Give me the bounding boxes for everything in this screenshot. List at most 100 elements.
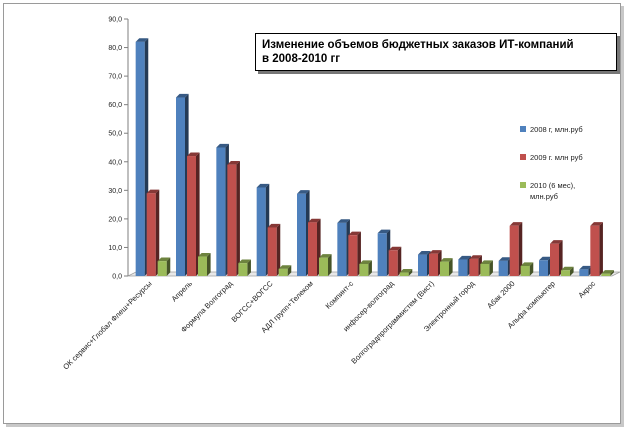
bar-front [458, 259, 468, 276]
bar-top [550, 240, 563, 244]
bar-front [216, 147, 226, 276]
bar-top [187, 152, 200, 157]
bar-top [377, 229, 391, 234]
legend-swatch [520, 154, 526, 160]
bar-front [520, 266, 530, 276]
bar-top [561, 266, 574, 271]
y-tick-label: 50,0 [108, 131, 122, 138]
bar-side [559, 240, 563, 276]
bar-side [529, 262, 534, 276]
bar-front [308, 222, 317, 276]
bar-front [550, 243, 559, 276]
category-label: Волгоградпрограммистем (Вист) [349, 279, 436, 366]
bar-side [207, 252, 211, 276]
bar [458, 255, 471, 276]
bar [469, 255, 482, 276]
bar [388, 246, 402, 276]
y-tick-label: 10,0 [108, 245, 122, 252]
bar-side [276, 223, 281, 276]
bar [135, 38, 149, 276]
bar-front [399, 272, 409, 276]
category-label: ОК сервис+Глобал Флеш+Ресурсы [61, 279, 153, 371]
bar [176, 93, 189, 277]
bar [601, 270, 614, 276]
bar-top [337, 219, 350, 223]
bar-top [278, 265, 292, 269]
bar-top [256, 183, 270, 188]
chart-frame [3, 3, 621, 424]
bar-side [166, 257, 171, 276]
bar-front [146, 193, 156, 276]
bar-side [155, 189, 160, 276]
bar-front [480, 264, 490, 276]
bar [157, 257, 171, 276]
bar [256, 183, 270, 276]
bar-top [440, 258, 453, 262]
category-label: Акрос [576, 279, 597, 300]
bar-front [561, 270, 570, 276]
bar-top [601, 270, 614, 274]
y-tick-label: 20,0 [108, 216, 122, 223]
bar-front [348, 235, 358, 276]
bar [278, 265, 292, 276]
category-label: ВОГСС+ВОГСС [230, 279, 275, 324]
bar-top [348, 231, 361, 236]
bar-front [440, 261, 449, 276]
bar-side [247, 259, 251, 276]
bar [238, 259, 251, 276]
bar [297, 190, 310, 276]
bar-top [458, 255, 471, 260]
y-tick-label: 40,0 [108, 159, 122, 166]
y-tick-label: 0,0 [112, 274, 122, 281]
legend-entry: 2008 г, млн.руб [520, 125, 583, 134]
bar-top [520, 262, 534, 267]
legend: 2008 г, млн.руб 2009 г. млн руб 2010 (6 ме… [520, 125, 583, 201]
bar-front [590, 225, 600, 276]
bar-top [498, 257, 512, 261]
y-tick-label: 30,0 [108, 188, 122, 195]
bar-front [498, 260, 508, 276]
bar [399, 268, 413, 276]
category-label: Апрель [170, 279, 194, 303]
legend-label: 2010 (6 мес), [530, 181, 575, 190]
category-labels: ОК сервис+Глобал Флеш+Ресурсы АпрельФорму… [61, 279, 597, 372]
bar-side [489, 260, 493, 276]
legend-label: 2008 г, млн.руб [530, 125, 583, 134]
bar [520, 262, 534, 276]
chart-floor [127, 271, 621, 277]
bar-side [518, 222, 523, 276]
bar-top [198, 252, 211, 257]
bar [267, 223, 281, 276]
bar [480, 260, 493, 276]
bar-top [216, 143, 229, 148]
bar-front [238, 263, 248, 276]
bar-front [176, 97, 185, 277]
bar-front [157, 261, 167, 276]
bar-side [368, 260, 372, 276]
bar [348, 231, 361, 276]
legend-entry: 2010 (6 мес), млн.руб [520, 181, 575, 201]
bar-front [377, 233, 387, 276]
bar-top [359, 260, 372, 265]
legend-entry: 2009 г. млн руб [520, 153, 583, 162]
chart-title: Изменение объемов бюджетных заказов ИТ-к… [262, 39, 574, 65]
bar-side [408, 268, 413, 276]
bar [198, 252, 211, 276]
y-tick-label: 90,0 [108, 17, 122, 24]
bar-front [539, 260, 548, 276]
bar-side [397, 246, 402, 276]
bar-front [337, 222, 347, 276]
category-label: Компинт-с [324, 279, 356, 311]
bar-top [308, 218, 321, 223]
bar-front [135, 41, 145, 276]
bar-top [418, 250, 431, 255]
bar-side [196, 152, 200, 276]
bar-side [599, 222, 603, 276]
bar-front [429, 253, 438, 276]
bar-side [449, 258, 453, 276]
bar-front [267, 227, 277, 276]
y-tick-label: 70,0 [108, 74, 122, 81]
bar-front [319, 257, 328, 276]
legend-label: 2009 г. млн руб [530, 153, 583, 162]
